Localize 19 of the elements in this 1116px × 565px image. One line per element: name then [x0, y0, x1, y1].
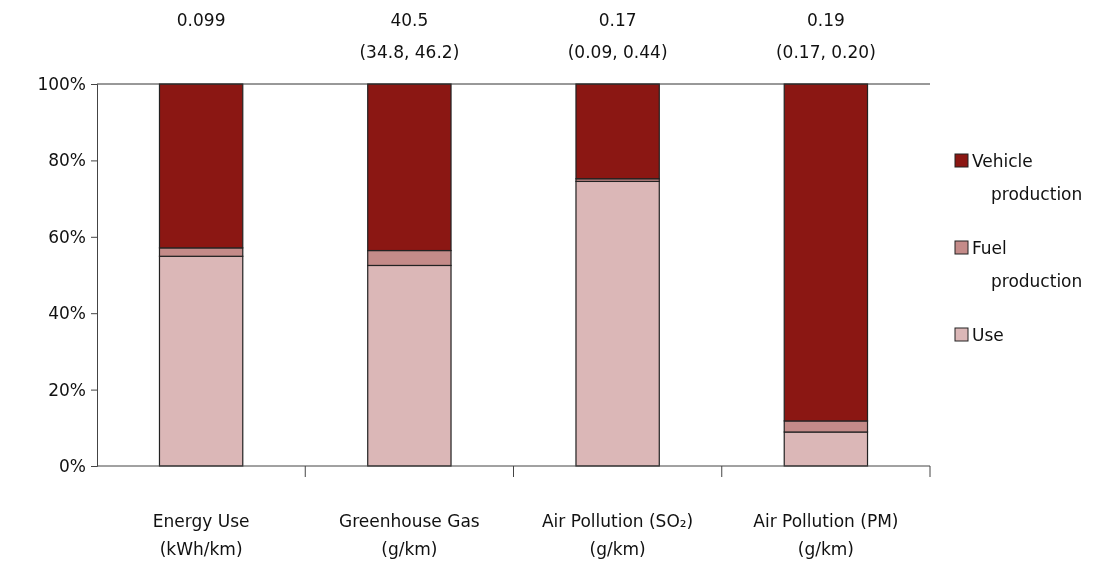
- x-tick-label: Energy Use (kWh/km): [152, 511, 250, 559]
- bar: [575, 180, 660, 467]
- y-tick-label: 100%: [37, 73, 86, 94]
- legend-label: Use: [972, 325, 1004, 345]
- text: 0.099: [176, 10, 226, 30]
- y-tick-label: 0%: [59, 455, 86, 476]
- y-tick-label: 20%: [48, 379, 86, 400]
- category-label: Air Pollution (SO₂) (g/km): [541, 511, 694, 559]
- text: 0.19 (0.17, 0.20): [775, 10, 876, 62]
- bar: [575, 83, 660, 180]
- text: 40.5 (34.8, 46.2): [359, 10, 460, 62]
- y-tick-label: 60%: [48, 226, 86, 247]
- legend-label: Fuel production: [972, 238, 1083, 291]
- x-tick-label: Greenhouse Gas (g/km): [339, 511, 480, 559]
- y-tick-label: 80%: [48, 150, 86, 171]
- text: 0.17 (0.09, 0.44): [567, 10, 668, 62]
- x-tick-label: Air Pollution (PM) (g/km): [753, 511, 899, 559]
- y-tick-label: 40%: [48, 303, 86, 324]
- legend-label: Vehicle production: [972, 151, 1083, 204]
